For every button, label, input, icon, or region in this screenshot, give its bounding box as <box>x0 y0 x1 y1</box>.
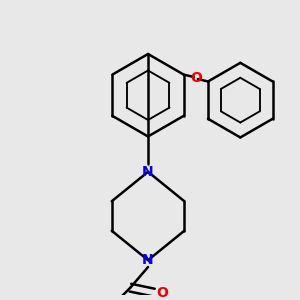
Text: O: O <box>190 71 202 85</box>
Text: O: O <box>156 286 168 300</box>
Text: N: N <box>142 253 154 267</box>
Text: N: N <box>142 165 154 179</box>
